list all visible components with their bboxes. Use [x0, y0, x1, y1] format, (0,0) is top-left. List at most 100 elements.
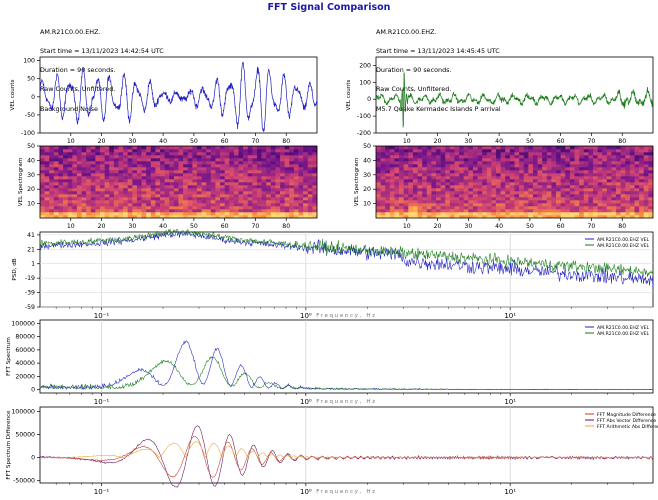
heatmap-cell [491, 191, 497, 195]
heatmap-cell [72, 146, 78, 150]
heatmap-cell [90, 206, 96, 210]
heatmap-cell [629, 194, 635, 198]
heatmap-cell [422, 161, 428, 165]
heatmap-cell [611, 191, 617, 195]
heatmap-cell [440, 146, 446, 150]
heatmap-cell [403, 149, 409, 153]
heatmap-cell [509, 182, 515, 186]
heatmap-cell [247, 149, 253, 153]
heatmap-cell [293, 188, 299, 192]
heatmap-cell [206, 164, 212, 168]
heatmap-cell [583, 209, 589, 213]
heatmap-cell [173, 149, 179, 153]
heatmap-cell [389, 215, 395, 219]
heatmap-cell [169, 194, 175, 198]
heatmap-cell [81, 188, 87, 192]
heatmap-cell [532, 164, 538, 168]
heatmap-cell [104, 167, 110, 171]
legend-label: AM.R21C0.00.EHZ VEL [597, 243, 650, 249]
heatmap-cell [293, 167, 299, 171]
heatmap-cell [579, 164, 585, 168]
heatmap-cell [49, 182, 55, 186]
heatmap-cell [201, 173, 207, 177]
y-tick-label: 40000 [15, 360, 35, 367]
heatmap-cell [146, 215, 152, 219]
heatmap-cell [104, 164, 110, 168]
heatmap-cell [500, 188, 506, 192]
heatmap-cell [95, 215, 101, 219]
right-header-line: Start time = 13/11/2023 14:45:45 UTC [376, 47, 500, 56]
heatmap-cell [482, 158, 488, 162]
heatmap-cell [160, 158, 165, 162]
heatmap-cell [634, 197, 640, 201]
heatmap-cell [519, 209, 525, 213]
heatmap-cell [408, 209, 414, 213]
heatmap-cell [113, 191, 119, 195]
heatmap-cell [113, 146, 119, 150]
heatmap-cell [44, 191, 50, 195]
heatmap-cell [215, 200, 221, 204]
heatmap-cell [49, 215, 55, 219]
heatmap-cell [58, 212, 64, 216]
heatmap-cell [132, 146, 138, 150]
heatmap-cell [201, 203, 207, 207]
heatmap-cell [537, 212, 543, 216]
heatmap-cell [233, 191, 239, 195]
heatmap-cell [486, 149, 492, 153]
heatmap-cell [123, 185, 129, 189]
heatmap-cell [95, 164, 101, 168]
heatmap-cell [472, 200, 478, 204]
heatmap-cell [556, 197, 561, 201]
heatmap-cell [90, 197, 96, 201]
heatmap-cell [445, 164, 451, 168]
heatmap-cell [178, 188, 184, 192]
heatmap-cell [523, 155, 529, 159]
heatmap-cell [150, 188, 156, 192]
heatmap-cell [505, 188, 511, 192]
heatmap-cell [602, 197, 608, 201]
heatmap-cell [53, 173, 59, 177]
heatmap-cell [556, 170, 561, 174]
heatmap-cell [422, 170, 428, 174]
heatmap-cell [389, 176, 395, 180]
heatmap-cell [625, 197, 631, 201]
heatmap-cell [53, 200, 59, 204]
heatmap-cell [385, 209, 391, 213]
heatmap-cell [606, 158, 612, 162]
heatmap-cell [284, 155, 290, 159]
heatmap-cell [220, 179, 225, 183]
heatmap-cell [574, 152, 580, 156]
heatmap-cell [72, 179, 78, 183]
heatmap-cell [514, 212, 520, 216]
heatmap-cell [519, 191, 525, 195]
heatmap-cell [58, 164, 64, 168]
heatmap-cell [583, 212, 589, 216]
heatmap-cell [426, 167, 432, 171]
heatmap-cell [280, 185, 285, 189]
heatmap-cell [399, 161, 404, 165]
heatmap-cell [482, 170, 488, 174]
heatmap-cell [496, 173, 501, 177]
heatmap-cell [449, 212, 455, 216]
heatmap-cell [67, 197, 73, 201]
heatmap-cell [546, 176, 552, 180]
heatmap-cell [312, 164, 318, 168]
heatmap-cell [639, 185, 645, 189]
heatmap-cell [67, 185, 73, 189]
heatmap-cell [252, 191, 258, 195]
heatmap-cell [376, 203, 381, 207]
heatmap-cell [173, 206, 179, 210]
heatmap-cell [146, 203, 152, 207]
heatmap-cell [136, 146, 142, 150]
heatmap-cell [505, 152, 511, 156]
heatmap-cell [132, 161, 138, 165]
heatmap-cell [293, 146, 299, 150]
left-waveform-frame [39, 56, 318, 134]
heatmap-cell [215, 164, 221, 168]
heatmap-cell [454, 206, 460, 210]
heatmap-cell [173, 203, 179, 207]
heatmap-cell [238, 164, 244, 168]
heatmap-cell [579, 176, 585, 180]
heatmap-cell [72, 152, 78, 156]
heatmap-cell [634, 155, 640, 159]
